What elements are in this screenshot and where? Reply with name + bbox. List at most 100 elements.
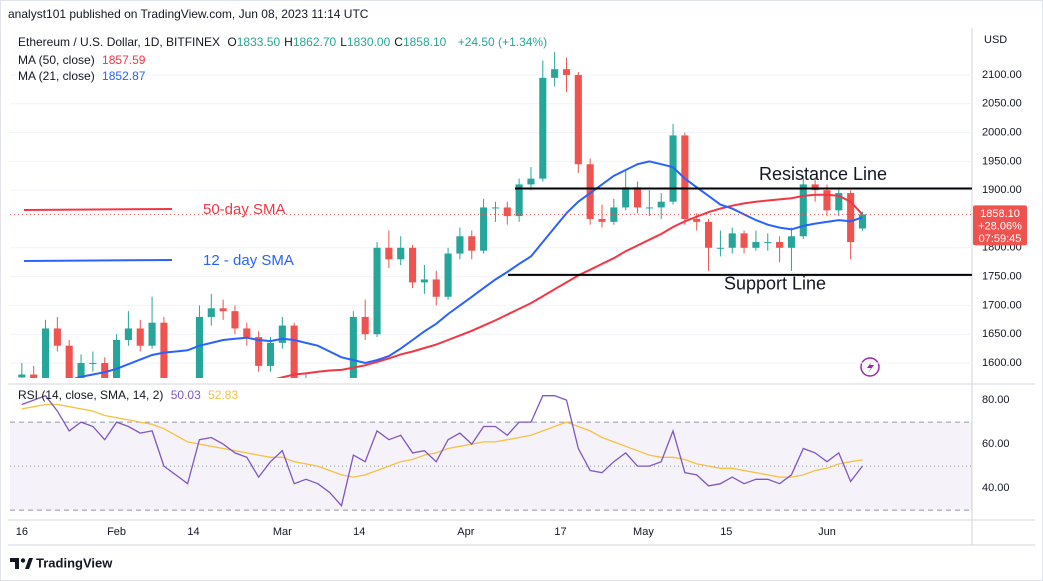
- candle-body: [716, 247, 724, 249]
- ma-value: 1852.87: [102, 69, 146, 83]
- candle-body: [160, 322, 168, 378]
- y-tick-label: 2100.00: [982, 69, 1022, 81]
- candle-body: [207, 308, 215, 317]
- candle-body: [219, 308, 227, 312]
- candle-body: [420, 279, 428, 283]
- candle-body: [811, 184, 819, 191]
- candle-body: [586, 164, 594, 219]
- candle-body: [503, 207, 511, 217]
- ohlc-key: C: [394, 35, 403, 49]
- x-tick-label: 14: [187, 526, 199, 538]
- candle-body: [136, 328, 144, 346]
- candle-body: [361, 316, 369, 335]
- x-tick-label: 16: [16, 526, 28, 538]
- candle-body: [752, 242, 760, 248]
- candle-body: [633, 187, 642, 208]
- currency: USD: [984, 34, 1007, 46]
- ohlc-value: 1833.50: [236, 35, 281, 49]
- candle-body: [65, 345, 73, 378]
- candle-body: [574, 74, 582, 165]
- candle-body: [113, 339, 121, 378]
- candle-body: [41, 328, 50, 378]
- candle-body: [148, 322, 156, 346]
- rsi-name: RSI (14, close, SMA, 14, 2): [18, 388, 164, 402]
- ohlc-key: O: [227, 35, 237, 49]
- y-tick-label: 1700.00: [982, 299, 1022, 311]
- event-icon-bolt: [867, 361, 874, 373]
- y-tick-label: 1950.00: [982, 155, 1022, 167]
- candle-body: [539, 77, 547, 179]
- candle-body: [53, 328, 61, 346]
- y-tick-label: 1650.00: [982, 328, 1022, 340]
- candle-body: [89, 363, 97, 365]
- x-tick-label: Feb: [107, 526, 126, 538]
- ma-legend: MA (50, close) 1857.59: [18, 53, 149, 67]
- candle-body: [728, 233, 736, 248]
- annotation-line: [23, 259, 173, 262]
- event-icon[interactable]: [860, 357, 880, 377]
- y-tick-label: 80.00: [982, 394, 1010, 406]
- candle-body: [787, 236, 795, 248]
- annotation-text: Resistance Line: [759, 164, 887, 184]
- annotation-line: [23, 208, 173, 211]
- candle-body: [231, 311, 239, 329]
- y-tick-label: 1750.00: [982, 271, 1022, 283]
- publisher: analyst101 published on TradingView.com,…: [8, 7, 369, 21]
- candle-body: [799, 184, 807, 237]
- candle-body: [432, 279, 440, 297]
- candle-body: [598, 218, 606, 222]
- candle-body: [705, 221, 713, 248]
- rsi-sma-value: 52.83: [208, 388, 239, 402]
- price-label-text: 1858.10: [980, 208, 1020, 220]
- brand-logo: [10, 558, 33, 569]
- candle-body: [480, 207, 488, 251]
- y-tick-label: 1600.00: [982, 357, 1022, 369]
- y-tick-label: 2050.00: [982, 98, 1022, 110]
- candle-body: [195, 316, 203, 378]
- ohlc-value: 1830.00: [346, 35, 391, 49]
- ohlc-key: L: [340, 35, 347, 49]
- ohlc-value: 1862.70: [292, 35, 337, 49]
- annotation-text: 12 - day SMA: [203, 252, 294, 269]
- candle-body: [385, 247, 393, 260]
- candle-body: [610, 207, 618, 222]
- y-tick-label: 2000.00: [982, 126, 1022, 138]
- axes: 1600.001650.001700.001750.001800.001900.…: [16, 69, 1027, 538]
- candle-body: [444, 253, 452, 297]
- candle-body: [290, 325, 298, 378]
- candle-body: [562, 69, 571, 75]
- candle-body: [77, 363, 85, 378]
- x-tick-label: Apr: [457, 526, 474, 538]
- candle-body: [693, 218, 701, 222]
- candle-body: [847, 193, 855, 243]
- candle-body: [622, 187, 630, 208]
- candle-body: [397, 247, 405, 260]
- candle-body: [645, 207, 653, 209]
- ohlc-values: O1833.50 H1862.70 L1830.00 C1858.10: [227, 35, 450, 49]
- candle-body: [491, 207, 499, 209]
- series-line: [73, 160, 863, 378]
- x-tick-label: Mar: [273, 526, 292, 538]
- candle-body: [124, 328, 132, 340]
- candle-body: [266, 342, 275, 366]
- candle-body: [764, 242, 772, 244]
- x-tick-label: 14: [353, 526, 365, 538]
- ohlc-value: 1858.10: [402, 35, 447, 49]
- candle-body: [669, 135, 677, 202]
- candle-body: [18, 374, 26, 378]
- candle-body: [409, 247, 417, 283]
- candle-body: [243, 328, 251, 338]
- price-label-box: [973, 205, 1027, 246]
- price-pane: [10, 51, 972, 378]
- candle-body: [657, 201, 665, 208]
- candle-body: [515, 184, 523, 217]
- candle-body: [740, 233, 748, 248]
- y-tick-label: 60.00: [982, 438, 1010, 450]
- candle-body: [456, 236, 464, 254]
- ma-value: 1857.59: [102, 53, 146, 67]
- symbol-legend: Ethereum / U.S. Dollar, 1D, BITFINEX O18…: [18, 35, 551, 49]
- x-tick-label: Jun: [818, 526, 836, 538]
